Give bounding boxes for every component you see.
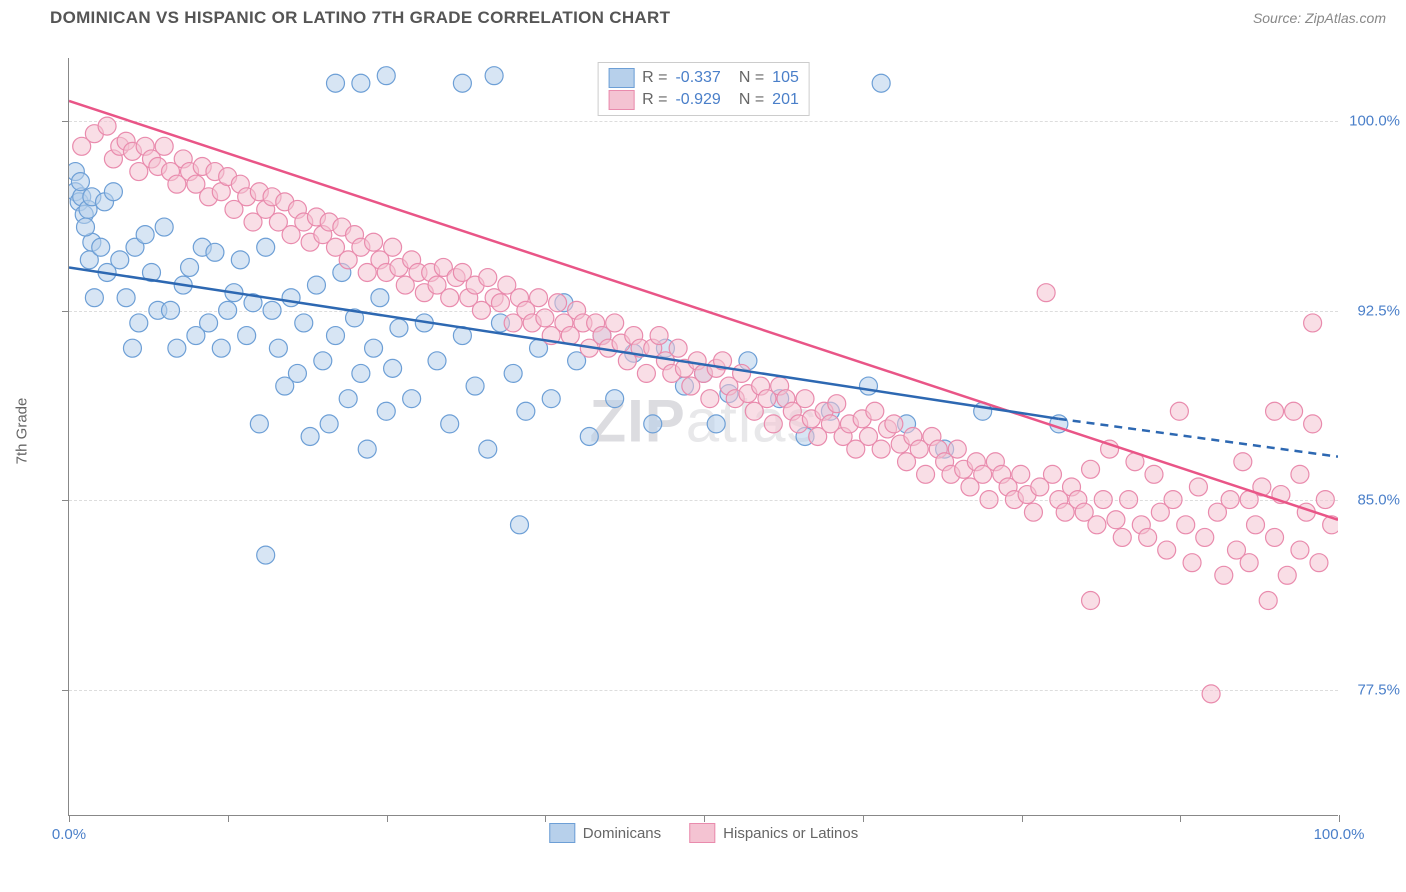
- legend-r-label: R =: [642, 69, 667, 87]
- legend-swatch-hispanics: [608, 90, 634, 110]
- legend-n-label: N =: [739, 69, 764, 87]
- legend-n-value: 201: [772, 91, 799, 109]
- legend-label: Dominicans: [583, 825, 661, 842]
- legend-swatch-hispanics: [689, 823, 715, 843]
- legend-r-value: -0.929: [675, 91, 720, 109]
- y-tick: [62, 690, 69, 691]
- x-tick: [545, 815, 546, 822]
- x-tick: [1180, 815, 1181, 822]
- legend-row-hispanics: R = -0.929 N = 201: [608, 89, 799, 111]
- legend-swatch-dominicans: [608, 68, 634, 88]
- legend-swatch-dominicans: [549, 823, 575, 843]
- x-tick: [1022, 815, 1023, 822]
- series-legend: Dominicans Hispanics or Latinos: [549, 823, 858, 843]
- legend-row-dominicans: R = -0.337 N = 105: [608, 67, 799, 89]
- x-tick: [1339, 815, 1340, 822]
- x-tick: [69, 815, 70, 822]
- source-label: Source: ZipAtlas.com: [1253, 10, 1386, 26]
- x-tick-label: 0.0%: [52, 826, 86, 843]
- y-tick-label: 92.5%: [1357, 302, 1400, 319]
- chart-header: DOMINICAN VS HISPANIC OR LATINO 7TH GRAD…: [0, 0, 1406, 32]
- chart-title: DOMINICAN VS HISPANIC OR LATINO 7TH GRAD…: [50, 8, 670, 28]
- chart-container: 7th Grade ZIPatlas R = -0.337 N = 105 R …: [50, 46, 1350, 816]
- y-tick-label: 85.0%: [1357, 492, 1400, 509]
- y-tick-label: 77.5%: [1357, 681, 1400, 698]
- legend-n-value: 105: [772, 69, 799, 87]
- legend-n-label: N =: [739, 91, 764, 109]
- correlation-legend: R = -0.337 N = 105 R = -0.929 N = 201: [597, 62, 810, 116]
- x-tick: [387, 815, 388, 822]
- x-tick: [704, 815, 705, 822]
- y-tick-label: 100.0%: [1349, 113, 1400, 130]
- legend-label: Hispanics or Latinos: [723, 825, 858, 842]
- y-axis-label: 7th Grade: [14, 398, 31, 465]
- x-tick-label: 100.0%: [1314, 826, 1365, 843]
- legend-r-label: R =: [642, 91, 667, 109]
- y-tick: [62, 500, 69, 501]
- scatter-plot: [69, 58, 1338, 815]
- x-tick: [863, 815, 864, 822]
- plot-area: ZIPatlas R = -0.337 N = 105 R = -0.929 N…: [68, 58, 1338, 816]
- legend-item-hispanics: Hispanics or Latinos: [689, 823, 858, 843]
- legend-item-dominicans: Dominicans: [549, 823, 661, 843]
- y-tick: [62, 311, 69, 312]
- y-tick: [62, 121, 69, 122]
- x-tick: [228, 815, 229, 822]
- legend-r-value: -0.337: [675, 69, 720, 87]
